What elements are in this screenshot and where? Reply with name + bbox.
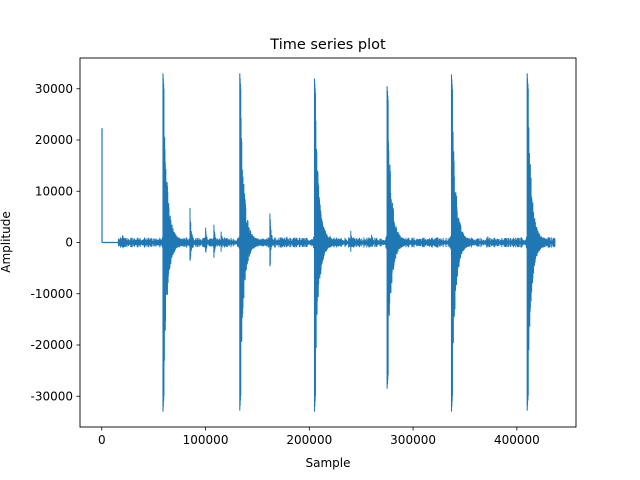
series-minor-event bbox=[371, 234, 377, 247]
chart-title: Time series plot bbox=[269, 37, 386, 53]
x-tick-label: 300000 bbox=[390, 433, 436, 447]
series-burst bbox=[384, 86, 411, 389]
y-tick-label: -20000 bbox=[30, 338, 73, 352]
series-burst bbox=[160, 73, 187, 412]
y-tick-label: 30000 bbox=[35, 82, 73, 96]
x-axis: 0 100000 200000 300000 400000 bbox=[98, 427, 540, 447]
series-minor-event bbox=[189, 207, 196, 261]
series-burst bbox=[449, 74, 475, 412]
x-tick-label: 200000 bbox=[286, 433, 332, 447]
series-minor-event bbox=[350, 231, 356, 252]
series-minor-event bbox=[269, 213, 276, 267]
series-burst bbox=[524, 73, 551, 411]
x-axis-label: Sample bbox=[306, 456, 351, 470]
series-layer bbox=[101, 73, 556, 412]
x-tick-label: 100000 bbox=[183, 433, 229, 447]
y-tick-label: 0 bbox=[65, 236, 73, 250]
series-minor-event bbox=[122, 235, 128, 249]
series-burst bbox=[237, 73, 264, 411]
series-minor-event bbox=[487, 236, 493, 247]
series-minor-event bbox=[220, 231, 227, 252]
x-tick-label: 400000 bbox=[494, 433, 540, 447]
series-burst bbox=[312, 78, 338, 412]
series-minor-event bbox=[286, 236, 292, 247]
y-tick-label: -30000 bbox=[30, 389, 73, 403]
y-axis: -30000 -20000 -10000 0 10000 20000 30000 bbox=[30, 82, 80, 403]
y-tick-label: 10000 bbox=[35, 184, 73, 198]
y-tick-label: -10000 bbox=[30, 287, 73, 301]
x-tick-label: 0 bbox=[98, 433, 106, 447]
series-minor-event bbox=[213, 224, 220, 258]
series-minor-event bbox=[296, 238, 303, 247]
series-minor-event bbox=[205, 227, 211, 253]
y-tick-label: 20000 bbox=[35, 133, 73, 147]
y-axis-label: Amplitude bbox=[0, 211, 13, 273]
